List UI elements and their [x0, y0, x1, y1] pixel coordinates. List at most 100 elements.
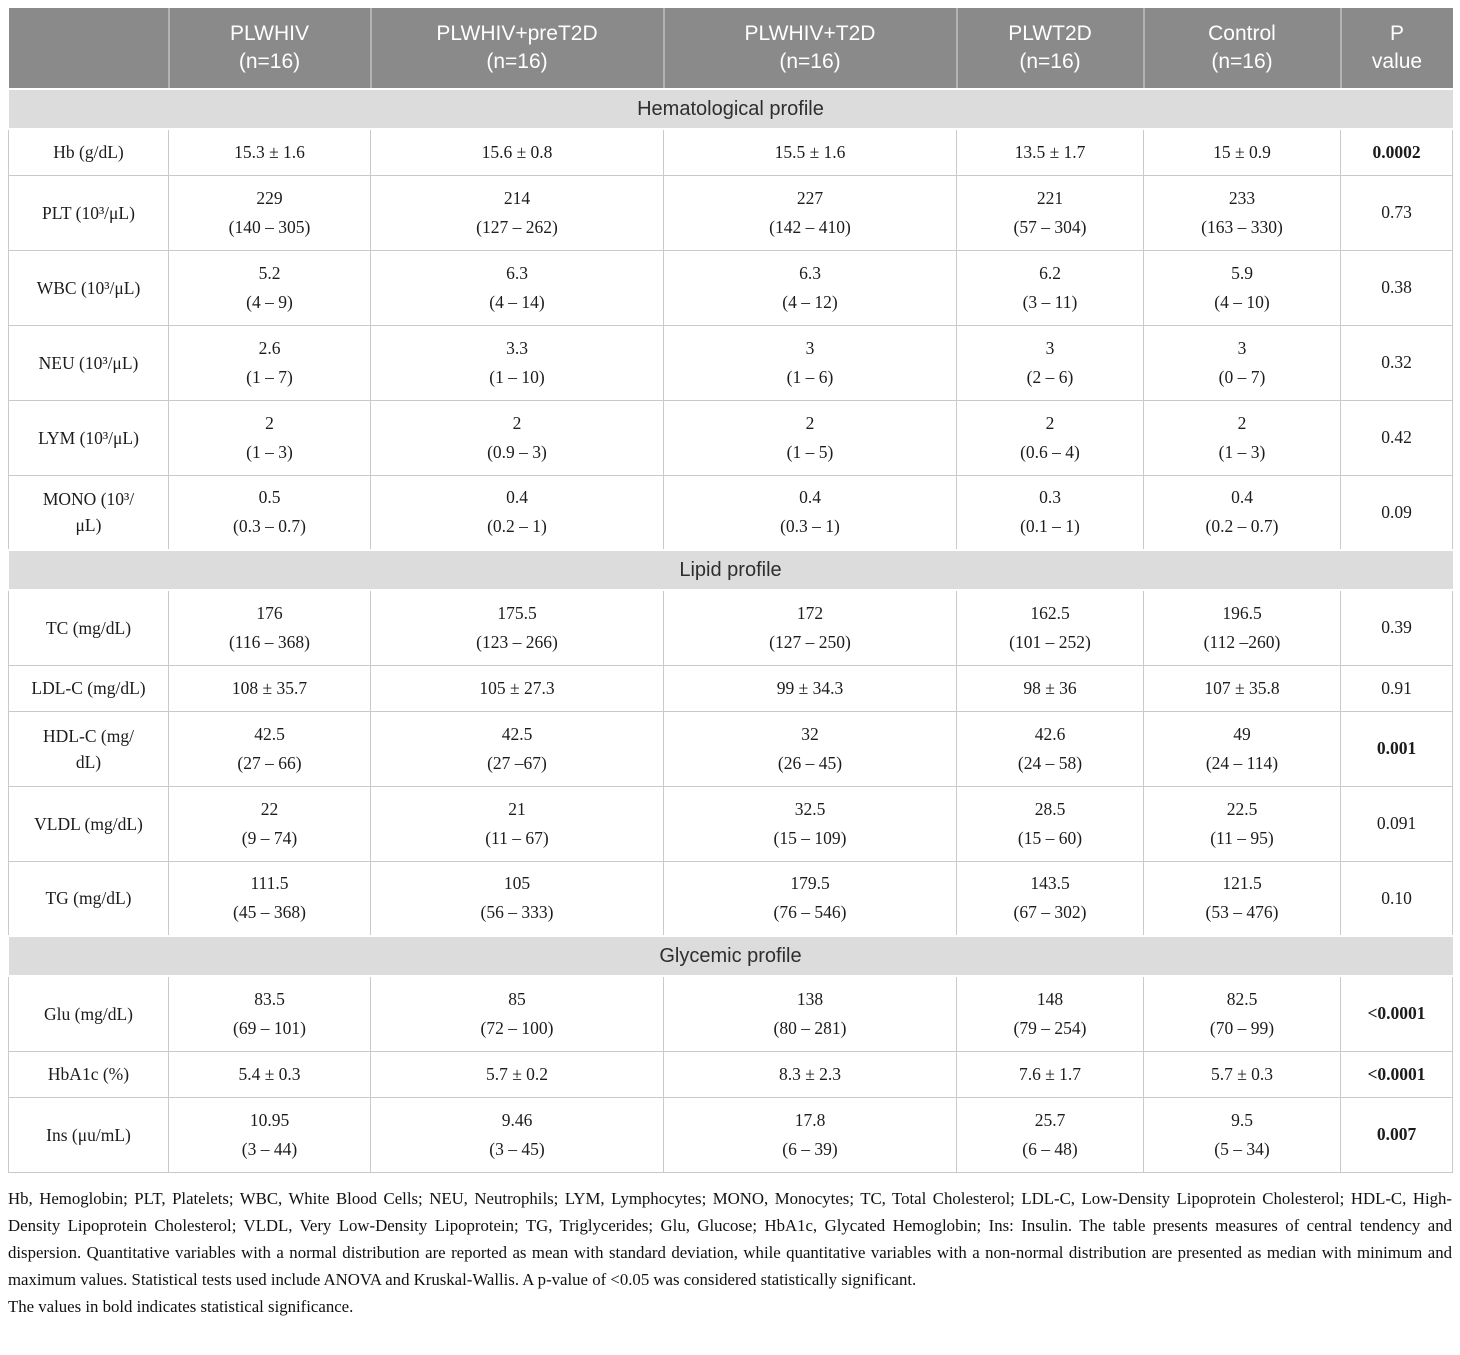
value-line: 176	[256, 602, 283, 623]
table-header: PLWHIV (n=16) PLWHIV+preT2D (n=16) PLWHIV+T2…	[8, 8, 1453, 90]
value-cell: 5.7 ± 0.3	[1143, 1050, 1341, 1098]
value-cell: 227 (142 – 410)	[663, 174, 957, 251]
value-line: 25.7	[1034, 1109, 1066, 1130]
value-line: (163 – 330)	[1201, 216, 1283, 237]
row-label-line: Ins (μu/mL)	[46, 1124, 131, 1145]
value-line: (5 – 34)	[1214, 1138, 1270, 1159]
value-cell: 7.6 ± 1.7	[956, 1050, 1144, 1098]
value-cell: 2 (1 – 5)	[663, 399, 957, 476]
value-cell: 111.5 (45 – 368)	[168, 860, 371, 937]
table-row: LYM (10³/μL) 2 (1 – 3) 2 (0.9 – 3) 2 (1 – 5) 2 (…	[8, 399, 1453, 476]
value-cell: 15 ± 0.9	[1143, 128, 1341, 176]
column-subtitle: (n=16)	[779, 50, 841, 73]
p-value-cell: 0.91	[1340, 664, 1453, 712]
row-label: VLDL (mg/dL)	[8, 785, 169, 862]
value-line: 148	[1036, 988, 1064, 1009]
value-line: (140 – 305)	[228, 216, 311, 237]
value-cell: 121.5 (53 – 476)	[1143, 860, 1341, 937]
value-line: (24 – 114)	[1205, 752, 1279, 773]
value-line: 227	[796, 187, 824, 208]
value-line: 121.5	[1222, 873, 1262, 894]
value-line: (26 – 45)	[777, 752, 843, 773]
value-cell: 0.4 (0.2 – 0.7)	[1143, 474, 1341, 551]
table-row: TG (mg/dL) 111.5 (45 – 368) 105 (56 – 333) 17…	[8, 860, 1453, 937]
value-cell: 32 (26 – 45)	[663, 710, 957, 787]
value-line: 32.5	[794, 798, 826, 819]
value-line: (69 – 101)	[233, 1017, 306, 1038]
value-line: 3.3	[506, 337, 528, 358]
p-value-cell: 0.09	[1340, 474, 1453, 551]
value-cell: 6.3 (4 – 14)	[370, 249, 664, 326]
value-line: 15 ± 0.9	[1213, 141, 1271, 162]
row-label-line: Glu (mg/dL)	[44, 1003, 133, 1024]
column-header: PLWHIV+preT2D (n=16)	[369, 8, 664, 90]
p-value-cell: 0.007	[1340, 1096, 1453, 1173]
value-line: 3	[1045, 337, 1055, 358]
value-line: 15.3 ± 1.6	[234, 141, 305, 162]
p-value-cell: 0.42	[1340, 399, 1453, 476]
row-label-line: NEU (10³/μL)	[38, 352, 139, 373]
value-cell: 2 (1 – 3)	[1143, 399, 1341, 476]
value-line: (2 – 6)	[1026, 366, 1074, 387]
value-line: 28.5	[1034, 798, 1066, 819]
value-cell: 176 (116 – 368)	[168, 589, 371, 666]
value-cell: 107 ± 35.8	[1143, 664, 1341, 712]
value-cell: 196.5 (112 –260)	[1143, 589, 1341, 666]
table-row: HbA1c (%) 5.4 ± 0.3 5.7 ± 0.2 8.3 ± 2.3 7.6 …	[8, 1050, 1453, 1098]
row-label: HDL-C (mg/dL)	[8, 710, 169, 787]
column-subtitle: value	[1371, 50, 1423, 73]
value-line: (1 – 10)	[489, 366, 545, 387]
value-cell: 32.5 (15 – 109)	[663, 785, 957, 862]
value-line: (0.2 – 1)	[487, 516, 547, 537]
value-line: 42.5	[254, 723, 285, 744]
table-row: Hb (g/dL) 15.3 ± 1.6 15.6 ± 0.8 15.5 ± 1.6 1…	[8, 128, 1453, 176]
value-line: (24 – 58)	[1017, 752, 1083, 773]
value-line: 0.4	[799, 487, 821, 508]
column-subtitle: (n=16)	[238, 50, 301, 73]
value-line: (27 – 66)	[237, 752, 302, 773]
table-row: MONO (10³/μL) 0.5 (0.3 – 0.7) 0.4 (0.2 – 1) 0…	[8, 474, 1453, 551]
row-label-line: WBC (10³/μL)	[36, 277, 141, 298]
value-cell: 15.3 ± 1.6	[168, 128, 371, 176]
row-label: Hb (g/dL)	[8, 128, 169, 176]
value-line: 5.7 ± 0.3	[1210, 1063, 1274, 1084]
value-line: 172	[796, 602, 824, 623]
value-line: 42.6	[1034, 723, 1066, 744]
table-row: LDL-C (mg/dL) 108 ± 35.7 105 ± 27.3 99 ± 34…	[8, 664, 1453, 712]
value-line: (127 – 262)	[476, 216, 558, 237]
table-row: NEU (10³/μL) 2.6 (1 – 7) 3.3 (1 – 10) 3 (1 – 6…	[8, 324, 1453, 401]
value-line: (57 – 304)	[1013, 216, 1087, 237]
value-cell: 28.5 (15 – 60)	[956, 785, 1144, 862]
row-label-line: TC (mg/dL)	[45, 617, 132, 638]
row-label: Glu (mg/dL)	[8, 975, 169, 1052]
value-line: 138	[796, 988, 824, 1009]
table-row: PLT (10³/μL) 229 (140 – 305) 214 (127 – 262)…	[8, 174, 1453, 251]
value-line: 108 ± 35.7	[231, 677, 308, 698]
value-line: (76 – 546)	[773, 902, 847, 923]
value-cell: 233 (163 – 330)	[1143, 174, 1341, 251]
value-line: 233	[1228, 187, 1256, 208]
value-line: (70 – 99)	[1209, 1017, 1275, 1038]
value-cell: 148 (79 – 254)	[956, 975, 1144, 1052]
row-label: LDL-C (mg/dL)	[8, 664, 169, 712]
profiles-table: PLWHIV (n=16) PLWHIV+preT2D (n=16) PLWHIV+T2…	[8, 8, 1453, 1173]
value-cell: 15.6 ± 0.8	[370, 128, 664, 176]
value-line: 105 ± 27.3	[479, 677, 555, 698]
value-cell: 42.5 (27 – 66)	[168, 710, 371, 787]
value-line: (3 – 45)	[489, 1138, 545, 1159]
value-line: 42.5	[501, 723, 533, 744]
value-cell: 214 (127 – 262)	[370, 174, 664, 251]
column-subtitle: (n=16)	[486, 50, 548, 73]
value-line: 13.5 ± 1.7	[1014, 141, 1086, 162]
value-line: (1 – 3)	[246, 441, 293, 462]
value-line: 2	[512, 412, 522, 433]
value-line: (1 – 7)	[246, 366, 293, 387]
value-cell: 162.5 (101 – 252)	[956, 589, 1144, 666]
p-value-cell: 0.38	[1340, 249, 1453, 326]
value-cell: 2 (1 – 3)	[168, 399, 371, 476]
value-line: (79 – 254)	[1013, 1017, 1087, 1038]
column-title: PLWHIV+T2D	[744, 21, 876, 45]
value-line: 0.5	[258, 487, 281, 508]
value-line: 2	[805, 412, 815, 433]
row-label: NEU (10³/μL)	[8, 324, 169, 401]
